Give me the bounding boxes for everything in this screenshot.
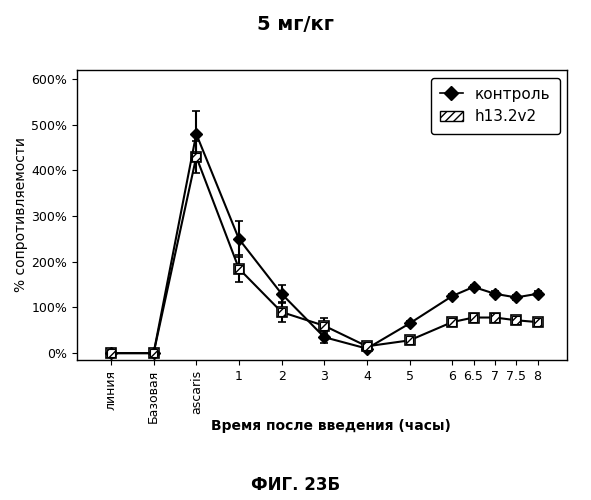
Text: Время после введения (часы): Время после введения (часы) <box>211 419 451 433</box>
FancyBboxPatch shape <box>278 308 285 316</box>
FancyBboxPatch shape <box>107 349 115 358</box>
FancyBboxPatch shape <box>405 336 413 344</box>
FancyBboxPatch shape <box>320 322 328 330</box>
FancyBboxPatch shape <box>363 342 371 350</box>
FancyBboxPatch shape <box>449 318 456 326</box>
FancyBboxPatch shape <box>491 314 499 322</box>
FancyBboxPatch shape <box>235 264 243 273</box>
FancyBboxPatch shape <box>470 314 478 322</box>
Legend: контроль, h13.2v2: контроль, h13.2v2 <box>431 78 560 134</box>
FancyBboxPatch shape <box>150 349 157 358</box>
FancyBboxPatch shape <box>193 152 200 161</box>
FancyBboxPatch shape <box>534 318 541 326</box>
Text: 5 мг/кг: 5 мг/кг <box>257 15 334 34</box>
Text: ФИГ. 23Б: ФИГ. 23Б <box>251 476 340 494</box>
FancyBboxPatch shape <box>512 316 520 324</box>
Y-axis label: % сопротивляемости: % сопротивляемости <box>14 138 28 292</box>
